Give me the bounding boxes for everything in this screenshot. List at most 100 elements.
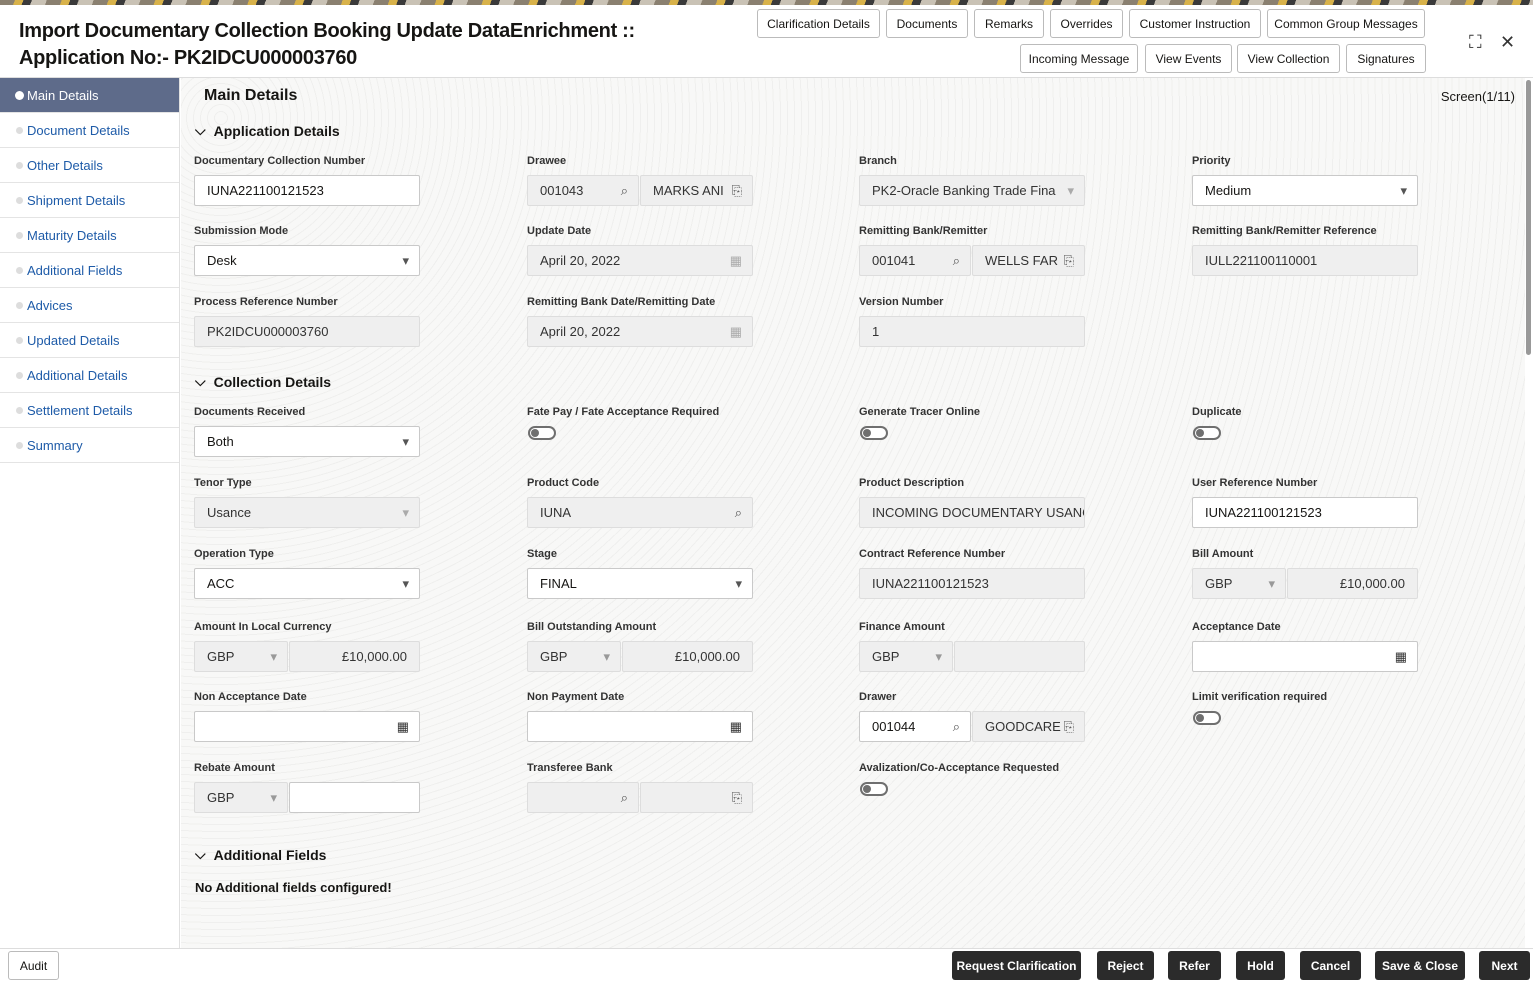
rebate-amount-amount-input[interactable] [289, 782, 420, 813]
branch-select: PK2-Oracle Banking Trade Fina ▾ [859, 175, 1085, 206]
chevron-down-icon[interactable]: ▾ [1067, 182, 1074, 198]
sidebar-item-shipment-details[interactable]: Shipment Details [0, 183, 179, 218]
sidebar-item-main-details[interactable]: Main Details [0, 78, 179, 113]
stage-label: Stage [527, 548, 557, 560]
transferee-bank-label: Transferee Bank [527, 762, 613, 774]
scrollbar[interactable] [1526, 80, 1531, 355]
document-icon[interactable]: ⎘ [731, 789, 742, 805]
submission-mode-select[interactable]: Desk ▾ [194, 245, 420, 276]
sidebar-item-additional-fields[interactable]: Additional Fields [0, 253, 179, 288]
finance-amount-label: Finance Amount [859, 621, 945, 633]
chevron-down-icon[interactable]: ▾ [735, 575, 742, 591]
request-clarification-button[interactable]: Request Clarification [952, 951, 1081, 980]
chevron-down-icon[interactable]: ▾ [402, 504, 409, 520]
calendar-icon[interactable]: ▦ [1394, 648, 1407, 664]
header-button-documents[interactable]: Documents [886, 9, 968, 38]
sidebar-item-label: Maturity Details [27, 227, 117, 243]
generate-tracer-online-toggle[interactable] [860, 426, 888, 440]
bill-outstanding-amount-amount-input: £10,000.00 [622, 641, 753, 672]
hold-button[interactable]: Hold [1236, 951, 1285, 980]
remitting-bank-date-remitting-date-date-input: April 20, 2022 ▦ [527, 316, 753, 347]
header-button-clarification-details[interactable]: Clarification Details [757, 9, 880, 38]
sidebar-item-document-details[interactable]: Document Details [0, 113, 179, 148]
sidebar-item-other-details[interactable]: Other Details [0, 148, 179, 183]
chevron-down-icon[interactable]: ▾ [935, 648, 942, 664]
non-acceptance-date-date-input[interactable]: ▦ [194, 711, 420, 742]
avalization-co-acceptance-requested-toggle[interactable] [860, 782, 888, 796]
header-button-remarks[interactable]: Remarks [974, 9, 1044, 38]
sidebar-item-summary[interactable]: Summary [0, 428, 179, 463]
tenor-type-select: Usance ▾ [194, 497, 420, 528]
sidebar-item-additional-details[interactable]: Additional Details [0, 358, 179, 393]
refer-button[interactable]: Refer [1168, 951, 1221, 980]
header-button-overrides[interactable]: Overrides [1050, 9, 1123, 38]
section-additional-fields[interactable]: ⌵ Additional Fields [195, 846, 326, 863]
minimize-icon[interactable]: ⛶ [1469, 32, 1482, 52]
user-reference-number-input[interactable]: IUNA221100121523 [1192, 497, 1418, 528]
sidebar-item-maturity-details[interactable]: Maturity Details [0, 218, 179, 253]
header-button-customer-instruction[interactable]: Customer Instruction [1129, 9, 1261, 38]
operation-type-select[interactable]: ACC ▾ [194, 568, 420, 599]
search-icon[interactable]: ⌕ [734, 504, 742, 520]
top-banner [0, 0, 1533, 5]
footer: Audit Request Clarification Reject Refer Ho… [0, 948, 1533, 983]
sidebar-item-label: Settlement Details [27, 402, 133, 418]
header-button-signatures[interactable]: Signatures [1346, 44, 1426, 73]
field-value: GBP [540, 649, 568, 664]
audit-button[interactable]: Audit [8, 951, 59, 980]
header-button-view-collection[interactable]: View Collection [1237, 44, 1340, 73]
sidebar-item-label: Additional Details [27, 367, 128, 383]
chevron-down-icon[interactable]: ▾ [402, 252, 409, 268]
document-icon[interactable]: ⎘ [731, 182, 742, 198]
search-icon[interactable]: ⌕ [952, 718, 960, 734]
documentary-collection-number-input[interactable]: IUNA221100121523 [194, 175, 420, 206]
acceptance-date-date-input[interactable]: ▦ [1192, 641, 1418, 672]
branch-label: Branch [859, 155, 897, 167]
stage-select[interactable]: FINAL ▾ [527, 568, 753, 599]
header-button-view-events[interactable]: View Events [1145, 44, 1232, 73]
search-icon[interactable]: ⌕ [620, 789, 628, 805]
search-icon[interactable]: ⌕ [952, 252, 960, 268]
close-icon[interactable]: ✕ [1500, 32, 1516, 52]
field-value: PK2-Oracle Banking Trade Fina [872, 183, 1056, 198]
limit-verification-required-toggle[interactable] [1193, 711, 1221, 725]
reject-button[interactable]: Reject [1097, 951, 1154, 980]
sidebar-item-settlement-details[interactable]: Settlement Details [0, 393, 179, 428]
non-payment-date-date-input[interactable]: ▦ [527, 711, 753, 742]
calendar-icon[interactable]: ▦ [729, 718, 742, 734]
search-icon[interactable]: ⌕ [620, 182, 628, 198]
field-value: GBP [872, 649, 900, 664]
chevron-down-icon[interactable]: ▾ [402, 575, 409, 591]
chevron-down-icon[interactable]: ▾ [402, 433, 409, 449]
cancel-button[interactable]: Cancel [1300, 951, 1361, 980]
fate-pay-fate-acceptance-required-toggle[interactable] [528, 426, 556, 440]
section-collection-details[interactable]: ⌵ Collection Details [195, 373, 331, 390]
process-reference-number-input: PK2IDCU000003760 [194, 316, 420, 347]
priority-select[interactable]: Medium ▾ [1192, 175, 1418, 206]
chevron-down-icon[interactable]: ▾ [1268, 575, 1275, 591]
chevron-down-icon[interactable]: ▾ [1400, 182, 1407, 198]
documents-received-select[interactable]: Both ▾ [194, 426, 420, 457]
document-icon[interactable]: ⎘ [1063, 718, 1074, 734]
calendar-icon[interactable]: ▦ [396, 718, 409, 734]
chevron-down-icon[interactable]: ▾ [270, 648, 277, 664]
chevron-down-icon[interactable]: ▾ [603, 648, 610, 664]
section-application-details[interactable]: ⌵ Application Details [195, 122, 340, 139]
document-icon[interactable]: ⎘ [1063, 252, 1074, 268]
save-close-button[interactable]: Save & Close [1375, 951, 1465, 980]
bill-amount-amount-input: £10,000.00 [1287, 568, 1418, 599]
chevron-down-icon[interactable]: ▾ [270, 789, 277, 805]
sidebar-item-label: Advices [27, 297, 73, 313]
duplicate-toggle[interactable] [1193, 426, 1221, 440]
section-title: Additional Fields [213, 846, 327, 863]
next-button[interactable]: Next [1479, 951, 1530, 980]
sidebar-item-updated-details[interactable]: Updated Details [0, 323, 179, 358]
sidebar-item-advices[interactable]: Advices [0, 288, 179, 323]
drawer-code-input[interactable]: 001044 ⌕ [859, 711, 971, 742]
header-button-common-group-messages[interactable]: Common Group Messages [1267, 9, 1425, 38]
drawee-code-input: 001043 ⌕ [527, 175, 639, 206]
header-button-incoming-message[interactable]: Incoming Message [1020, 44, 1138, 73]
calendar-icon[interactable]: ▦ [729, 252, 742, 268]
calendar-icon[interactable]: ▦ [729, 323, 742, 339]
step-dot-icon [16, 126, 23, 134]
